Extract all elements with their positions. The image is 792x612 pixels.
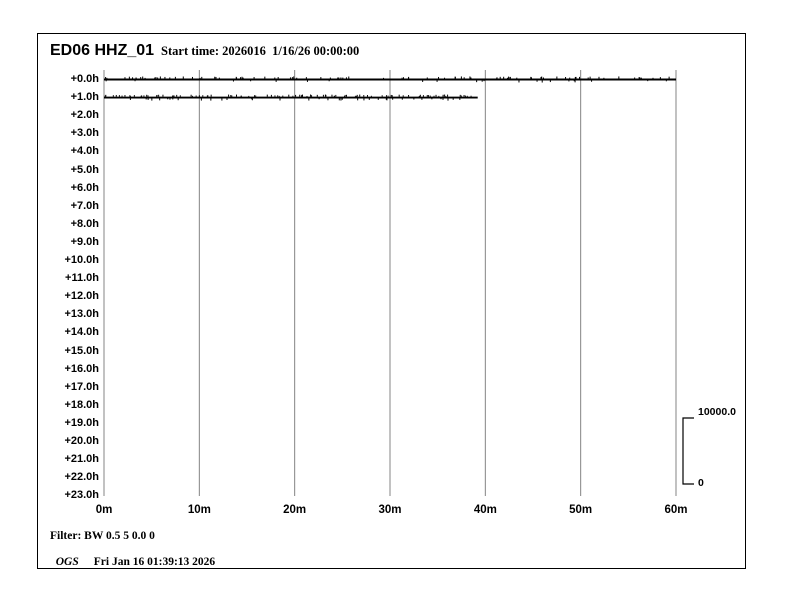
- hour-row-label: +15.0h: [64, 344, 99, 357]
- minute-tick-label: 20m: [283, 504, 307, 516]
- minute-tick-label: 40m: [473, 504, 497, 516]
- hour-row-label: +21.0h: [64, 453, 99, 466]
- hour-row-label: +7.0h: [70, 199, 99, 212]
- hour-row-label: +1.0h: [70, 91, 99, 104]
- minute-tick-label: 60m: [664, 504, 688, 516]
- hour-row-label: +14.0h: [64, 326, 99, 339]
- hour-row-label: +22.0h: [64, 471, 99, 484]
- start-time-label: Start time: 2026016 1/16/26 00:00:00: [161, 44, 360, 58]
- hour-row-label: +11.0h: [65, 272, 99, 285]
- hour-row-label: +12.0h: [64, 290, 99, 303]
- hour-row-label: +4.0h: [70, 145, 99, 158]
- generation-timestamp: Fri Jan 16 01:39:13 2026: [93, 556, 216, 568]
- hour-row-label: +16.0h: [64, 362, 99, 375]
- hour-row-label: +18.0h: [64, 398, 99, 411]
- footer-line: OGS Fri Jan 16 01:39:13 2026: [50, 544, 215, 568]
- plot-title: ED06 HHZ_01 Start time: 2026016 1/16/26 …: [50, 42, 359, 60]
- hour-row-label: +2.0h: [70, 109, 99, 122]
- hour-row-label: +5.0h: [70, 163, 99, 176]
- hour-row-label: +17.0h: [64, 380, 99, 393]
- scale-bar-min-label: 0: [698, 477, 704, 489]
- hour-row-label: +10.0h: [64, 254, 99, 266]
- hour-row-label: +0.0h: [70, 73, 99, 85]
- scale-bar-max-label: 10000.0: [698, 406, 736, 418]
- hour-row-label: +3.0h: [70, 127, 99, 140]
- hour-row-label: +6.0h: [70, 181, 99, 194]
- hour-row-label: +23.0h: [64, 489, 99, 502]
- amplitude-scale-bracket: [682, 417, 694, 485]
- minute-tick-label: 30m: [378, 504, 402, 516]
- minute-tick-label: 50m: [569, 504, 593, 516]
- filter-info: Filter: BW 0.5 5 0.0 0: [50, 530, 155, 542]
- hour-row-label: +8.0h: [70, 217, 99, 230]
- agency-label: OGS: [55, 556, 79, 568]
- station-channel-title: ED06 HHZ_01: [50, 42, 155, 59]
- hour-row-label: +19.0h: [64, 416, 99, 429]
- hour-row-label: +9.0h: [70, 235, 99, 248]
- hour-row-label: +13.0h: [64, 308, 99, 321]
- plot-frame: [37, 33, 746, 569]
- hour-row-label: +20.0h: [64, 435, 99, 447]
- minute-tick-label: 10m: [187, 504, 211, 516]
- minute-tick-label: 0m: [95, 504, 113, 516]
